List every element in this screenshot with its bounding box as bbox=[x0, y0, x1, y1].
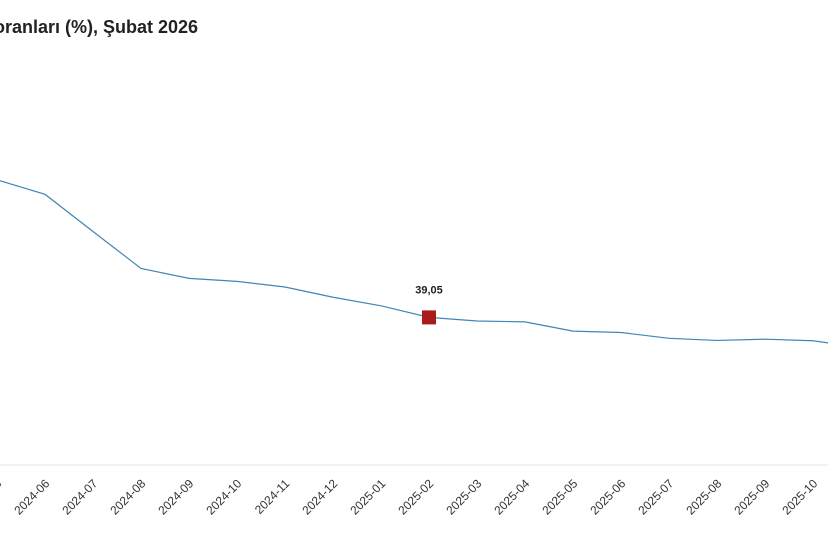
x-tick-label: 2025-05 bbox=[539, 476, 580, 517]
x-tick-label: 2025-01 bbox=[347, 476, 388, 517]
x-tick-label: 2024-10 bbox=[203, 476, 244, 517]
data-line bbox=[0, 180, 828, 344]
x-tick-label: 2024-08 bbox=[107, 476, 148, 517]
x-tick-label: 2024-12 bbox=[299, 476, 340, 517]
x-tick-label: 2024-07 bbox=[59, 476, 100, 517]
x-tick-label: 2025-08 bbox=[683, 476, 724, 517]
x-tick-label: 2025-07 bbox=[635, 476, 676, 517]
value-label: 39,05 bbox=[415, 284, 443, 296]
x-tick-label: 2024-09 bbox=[155, 476, 196, 517]
highlight-marker bbox=[422, 310, 436, 325]
x-tick-label: 2025-10 bbox=[779, 476, 820, 517]
x-tick-label: 2025-06 bbox=[587, 476, 628, 517]
x-tick-label: 2025-09 bbox=[731, 476, 772, 517]
x-tick-label: 2024-06 bbox=[11, 476, 52, 517]
x-tick-label: 2025-03 bbox=[443, 476, 484, 517]
x-tick-label: 2025-02 bbox=[395, 476, 436, 517]
x-tick-label: 2024-05 bbox=[0, 476, 5, 517]
x-tick-label: 2025-04 bbox=[491, 476, 532, 517]
x-tick-label: 2024-11 bbox=[252, 476, 293, 517]
chart-title: oranları (%), Şubat 2026 bbox=[0, 17, 198, 37]
